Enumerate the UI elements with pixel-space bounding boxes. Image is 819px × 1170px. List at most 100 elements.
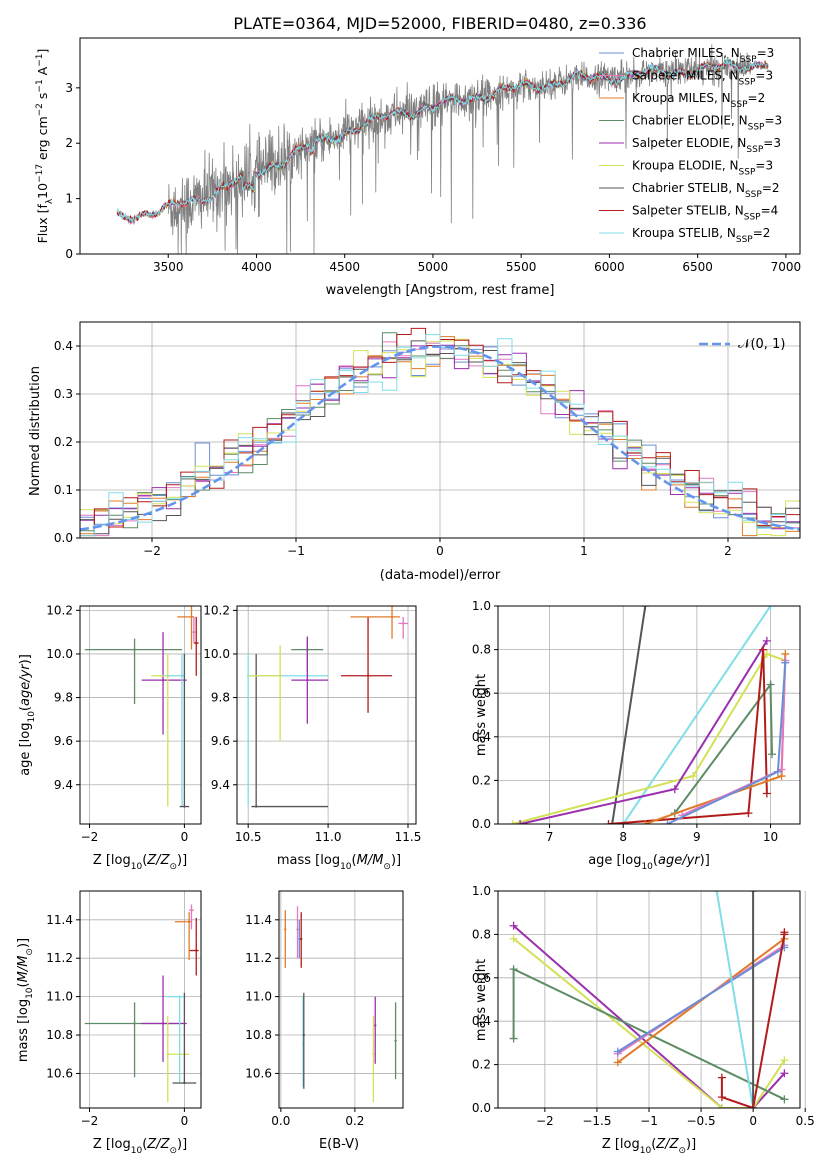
label-part: )] bbox=[18, 654, 33, 664]
tick-label-y: 1 bbox=[65, 192, 73, 206]
plus-marker bbox=[641, 606, 650, 610]
tick-label-y: 2 bbox=[65, 136, 73, 150]
x-axis-label: E(B-V) bbox=[319, 1137, 359, 1152]
label-part: Salpeter STELIB, N bbox=[632, 204, 744, 218]
label-part: age [log bbox=[588, 853, 641, 868]
label-part: )] bbox=[700, 853, 710, 868]
label-part: M/M bbox=[357, 853, 384, 868]
data-point bbox=[254, 805, 258, 808]
label-part: SSP bbox=[736, 235, 753, 245]
label-part: ( bbox=[653, 853, 658, 868]
tick-label-y: 0.4 bbox=[472, 730, 491, 744]
label-part: Salpeter ELODIE, N bbox=[632, 136, 746, 150]
data-point bbox=[166, 1053, 169, 1056]
tick-label-x: −2 bbox=[536, 1114, 554, 1128]
label-part: s bbox=[35, 93, 50, 104]
label-part: Z [log bbox=[93, 1137, 131, 1152]
data-point bbox=[187, 920, 191, 923]
plus-marker bbox=[717, 1093, 726, 1102]
tick-label-y: 11.4 bbox=[245, 913, 272, 927]
tick-label-x: 5500 bbox=[506, 260, 537, 274]
tick-label-x: −2 bbox=[143, 544, 161, 558]
tick-label-y: 9.6 bbox=[211, 734, 230, 748]
legend-label: Kroupa ELODIE, NSSP=3 bbox=[632, 159, 773, 178]
label-part: SSP bbox=[739, 78, 756, 88]
tick-label-y: 0.3 bbox=[54, 387, 73, 401]
plus-marker bbox=[641, 820, 650, 824]
label-part: =3 bbox=[755, 69, 773, 83]
tick-label-y: 9.6 bbox=[54, 734, 73, 748]
plus-marker bbox=[516, 820, 525, 824]
data-point bbox=[195, 641, 198, 645]
data-point bbox=[390, 615, 394, 619]
tick-label-y: 0.4 bbox=[54, 339, 73, 353]
plus-marker bbox=[509, 1034, 518, 1043]
plus-marker bbox=[508, 820, 517, 824]
label-part: 10 bbox=[340, 862, 352, 872]
y-axis-label: mass weight bbox=[474, 674, 489, 756]
tick-label-y: 10.8 bbox=[46, 1028, 73, 1042]
weight-line-chabrier-stelib bbox=[611, 606, 647, 824]
tick-label-x: 3500 bbox=[153, 260, 184, 274]
label-part: −1 bbox=[35, 54, 45, 67]
tick-label-y: 10.0 bbox=[46, 647, 73, 661]
tick-label-y: 9.4 bbox=[54, 778, 73, 792]
data-point bbox=[284, 928, 287, 931]
x-axis-label: (data-model)/error bbox=[380, 568, 501, 583]
tick-label-y: 0.8 bbox=[472, 643, 491, 657]
data-point bbox=[190, 909, 193, 912]
data-point bbox=[195, 949, 198, 952]
plus-marker bbox=[766, 606, 775, 610]
plus-marker bbox=[780, 1069, 789, 1078]
plus-marker bbox=[744, 809, 753, 818]
label-part: SSP bbox=[731, 100, 748, 110]
axes-frame bbox=[79, 605, 202, 825]
tick-label-x: 0 bbox=[181, 1114, 189, 1128]
plus-marker bbox=[663, 820, 672, 824]
tick-label-y: 10.0 bbox=[203, 647, 230, 661]
tick-label-y: 0.0 bbox=[472, 1101, 491, 1115]
tick-label-y: 0.2 bbox=[54, 435, 73, 449]
axes-frame bbox=[79, 890, 202, 1109]
plus-marker bbox=[619, 820, 628, 824]
y-axis-label: Normed distribution bbox=[28, 366, 43, 496]
data-point bbox=[278, 674, 282, 677]
x-axis-label: mass [log10(M/M⊙)] bbox=[277, 853, 401, 872]
tick-label-y: 0.6 bbox=[472, 686, 491, 700]
plus-marker bbox=[608, 820, 617, 824]
data-point bbox=[302, 1033, 305, 1037]
tick-label-x: 4000 bbox=[241, 260, 272, 274]
hist-step-kroupa-stelib bbox=[80, 334, 800, 537]
tick-label-y: 10.6 bbox=[46, 1066, 73, 1080]
plus-marker bbox=[766, 680, 775, 689]
data-point bbox=[178, 995, 181, 998]
panel-age-vs-Z: −2 09.49.69.810.010.2Z [log10(Z/Z⊙)]age [… bbox=[18, 603, 202, 872]
plus-marker bbox=[509, 921, 518, 930]
axes-frame bbox=[79, 321, 801, 539]
tick-label-y: 10.2 bbox=[46, 603, 73, 617]
plot-area bbox=[284, 906, 397, 1103]
tick-label-y: 9.4 bbox=[211, 778, 230, 792]
model-line-kroupa-stelib bbox=[116, 57, 768, 223]
label-part: 10 bbox=[25, 987, 35, 999]
data-point bbox=[372, 1053, 375, 1056]
tick-label-x: 6000 bbox=[594, 260, 625, 274]
label-part: SSP bbox=[745, 190, 762, 200]
panel-mass-vs-EBV: 0.0 0.2 10.6 10.8 11.0 11.2 11.4 E(B-V) bbox=[245, 890, 404, 1152]
data-point bbox=[300, 937, 303, 941]
figure-title: PLATE=0364, MJD=52000, FIBERID=0480, z=0… bbox=[233, 14, 646, 33]
label-part: )] bbox=[686, 1137, 696, 1152]
label-part: ( bbox=[352, 853, 357, 868]
label-part: 10 bbox=[35, 183, 50, 199]
label-part: =3 bbox=[757, 46, 775, 60]
label-part: =4 bbox=[761, 204, 779, 218]
label-part: ⊙ bbox=[169, 862, 177, 872]
tick-label-x: −0.5 bbox=[686, 1114, 715, 1128]
label-part: SSP bbox=[739, 168, 756, 178]
label-part: −1 bbox=[35, 79, 45, 92]
plus-marker bbox=[759, 645, 768, 654]
label-part: Chabrier ELODIE, N bbox=[632, 114, 748, 128]
data-point bbox=[366, 674, 370, 677]
tick-label-x: 2 bbox=[724, 544, 732, 558]
label-part: 10 bbox=[131, 1146, 143, 1156]
